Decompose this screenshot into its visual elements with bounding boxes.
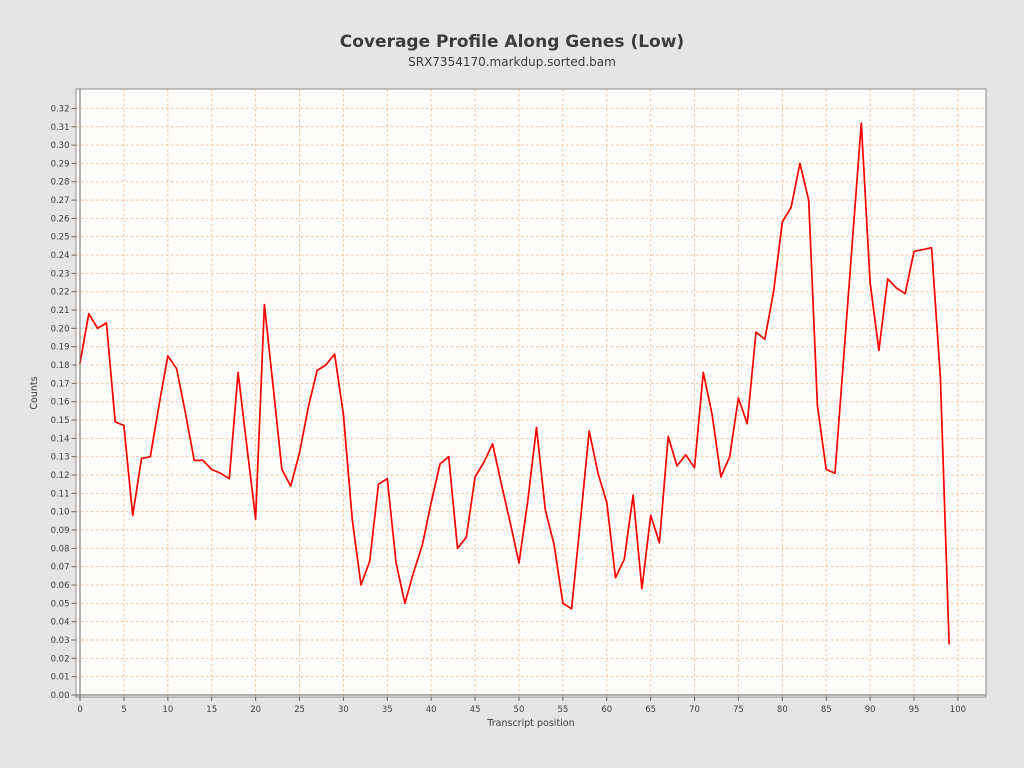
y-tick-label: 0.01 bbox=[51, 673, 70, 683]
y-tick-label: 0.28 bbox=[51, 178, 70, 188]
y-tick-label: 0.25 bbox=[51, 233, 70, 243]
y-tick-labels: 0.00 0.01 0.02 0.03 0.04 0.05 0.06 0.07 0.08 0.09… bbox=[51, 104, 70, 701]
x-tick-label: 80 bbox=[777, 705, 788, 715]
x-tick-label: 15 bbox=[206, 705, 217, 715]
y-tick-label: 0.19 bbox=[51, 343, 70, 353]
x-tick-label: 25 bbox=[294, 705, 305, 715]
y-tick-label: 0.14 bbox=[51, 434, 70, 444]
y-tick-label: 0.05 bbox=[51, 599, 70, 609]
chart-title: Coverage Profile Along Genes (Low) bbox=[340, 32, 684, 52]
x-tick-label: 65 bbox=[645, 705, 656, 715]
y-tick-label: 0.29 bbox=[51, 159, 70, 169]
x-tick-label: 20 bbox=[250, 705, 261, 715]
y-tick-label: 0.21 bbox=[51, 306, 70, 316]
x-tick-label: 55 bbox=[557, 705, 568, 715]
y-tick-label: 0.09 bbox=[51, 526, 70, 536]
x-tick-label: 35 bbox=[382, 705, 393, 715]
y-tick-label: 0.17 bbox=[51, 379, 70, 389]
y-tick-label: 0.27 bbox=[51, 196, 70, 206]
x-tick-labels: 0 5 10 15 20 25 30 35 40 45 50 55 60 65 70 75 80 85 90 95 10… bbox=[77, 705, 966, 715]
y-tick-label: 0.24 bbox=[51, 251, 70, 261]
y-tick-label: 0.30 bbox=[51, 141, 70, 151]
x-tick-label: 45 bbox=[470, 705, 481, 715]
y-tick-label: 0.20 bbox=[51, 324, 70, 334]
y-tick-label: 0.32 bbox=[51, 104, 70, 114]
axis-ticks bbox=[71, 107, 959, 701]
y-tick-label: 0.08 bbox=[51, 544, 70, 554]
y-tick-label: 0.12 bbox=[51, 471, 70, 481]
y-tick-label: 0.18 bbox=[51, 361, 70, 371]
y-tick-label: 0.15 bbox=[51, 416, 70, 426]
y-tick-label: 0.16 bbox=[51, 398, 70, 408]
coverage-line bbox=[79, 122, 950, 645]
x-tick-label: 50 bbox=[514, 705, 525, 715]
x-tick-label: 100 bbox=[950, 705, 966, 715]
plot-area bbox=[76, 89, 986, 697]
x-tick-label: 95 bbox=[909, 705, 920, 715]
y-tick-label: 0.02 bbox=[51, 654, 70, 664]
x-tick-label: 10 bbox=[162, 705, 173, 715]
y-tick-label: 0.26 bbox=[51, 214, 70, 224]
y-tick-label: 0.07 bbox=[51, 563, 70, 573]
x-tick-label: 75 bbox=[733, 705, 744, 715]
y-tick-label: 0.04 bbox=[51, 618, 70, 628]
y-tick-label: 0.31 bbox=[51, 123, 70, 133]
y-tick-label: 0.11 bbox=[51, 489, 70, 499]
x-tick-label: 90 bbox=[865, 705, 876, 715]
x-tick-label: 40 bbox=[426, 705, 437, 715]
y-tick-label: 0.22 bbox=[51, 288, 70, 298]
y-tick-label: 0.00 bbox=[51, 691, 70, 701]
y-tick-label: 0.13 bbox=[51, 453, 70, 463]
plot-border bbox=[75, 88, 987, 698]
x-tick-label: 30 bbox=[338, 705, 349, 715]
chart-subtitle: SRX7354170.markdup.sorted.bam bbox=[408, 55, 616, 69]
y-tick-label: 0.10 bbox=[51, 508, 70, 518]
x-tick-label: 0 bbox=[77, 705, 82, 715]
y-tick-label: 0.23 bbox=[51, 269, 70, 279]
x-tick-label: 5 bbox=[121, 705, 126, 715]
y-tick-label: 0.03 bbox=[51, 636, 70, 646]
x-tick-label: 85 bbox=[821, 705, 832, 715]
y-tick-label: 0.06 bbox=[51, 581, 70, 591]
x-tick-label: 60 bbox=[601, 705, 612, 715]
x-tick-label: 70 bbox=[689, 705, 700, 715]
x-axis-title: Transcript position bbox=[486, 718, 574, 729]
y-axis-title: Counts bbox=[29, 376, 40, 409]
